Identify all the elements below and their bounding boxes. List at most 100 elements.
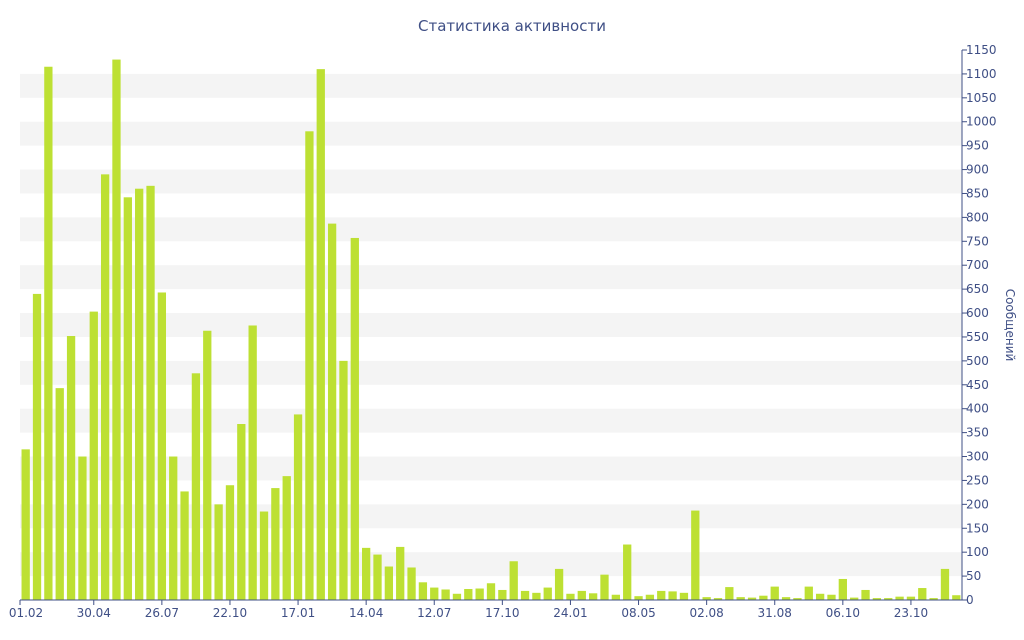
bar[interactable] — [577, 590, 586, 600]
bar[interactable] — [940, 568, 950, 600]
bar[interactable] — [770, 586, 779, 600]
bar[interactable] — [918, 588, 927, 600]
bar[interactable] — [407, 567, 416, 600]
bar[interactable] — [486, 583, 496, 600]
bar[interactable] — [418, 582, 428, 600]
bar[interactable] — [475, 588, 484, 600]
bar[interactable] — [396, 546, 405, 600]
y-tick-label: 950 — [966, 139, 989, 153]
bar[interactable] — [623, 544, 632, 600]
bar[interactable] — [271, 488, 280, 600]
bar[interactable] — [169, 456, 178, 600]
bar[interactable] — [146, 185, 155, 600]
bar[interactable] — [589, 593, 598, 600]
bar[interactable] — [520, 590, 530, 600]
bar[interactable] — [44, 66, 53, 601]
bar[interactable] — [645, 594, 655, 600]
bar[interactable] — [452, 593, 462, 600]
bar[interactable] — [838, 578, 847, 600]
y-axis-title: Сообщений — [1003, 289, 1017, 362]
bar[interactable] — [157, 292, 167, 600]
bar[interactable] — [929, 598, 938, 600]
y-tick-label: 450 — [966, 378, 989, 392]
y-tick-label: 750 — [966, 234, 989, 248]
bar[interactable] — [384, 566, 393, 600]
bar[interactable] — [657, 590, 666, 600]
bar[interactable] — [713, 598, 723, 600]
y-tick-label: 650 — [966, 282, 989, 296]
bar[interactable] — [861, 589, 870, 600]
bar[interactable] — [611, 594, 620, 600]
bar[interactable] — [804, 586, 813, 600]
bar[interactable] — [55, 388, 64, 600]
bar[interactable] — [21, 449, 30, 600]
grid-band — [20, 265, 962, 290]
bar[interactable] — [815, 593, 825, 600]
bar[interactable] — [884, 598, 893, 600]
bar[interactable] — [248, 325, 257, 600]
x-tick-label: 06.10 — [826, 606, 860, 620]
bar[interactable] — [566, 593, 575, 600]
bar[interactable] — [316, 69, 325, 600]
bar[interactable] — [362, 547, 371, 600]
y-tick-label: 500 — [966, 354, 989, 368]
y-tick-label: 200 — [966, 497, 989, 511]
bar[interactable] — [725, 587, 734, 600]
y-tick-label: 900 — [966, 163, 989, 177]
bar[interactable] — [509, 561, 518, 600]
bar[interactable] — [736, 597, 745, 600]
bar[interactable] — [679, 592, 689, 600]
bar[interactable] — [895, 596, 904, 600]
bar[interactable] — [952, 595, 961, 600]
bar[interactable] — [634, 596, 643, 600]
bar[interactable] — [827, 594, 836, 600]
bar[interactable] — [89, 311, 98, 600]
bar[interactable] — [600, 574, 609, 600]
bar[interactable] — [747, 597, 757, 600]
y-tick-label: 850 — [966, 186, 989, 200]
bar[interactable] — [498, 589, 507, 600]
bar[interactable] — [906, 596, 916, 600]
bar[interactable] — [702, 597, 711, 600]
bar[interactable] — [373, 554, 382, 600]
bar[interactable] — [259, 511, 269, 600]
bar[interactable] — [293, 414, 303, 600]
y-tick-label: 700 — [966, 258, 989, 272]
y-tick-label: 100 — [966, 545, 989, 559]
bar[interactable] — [872, 598, 882, 600]
x-tick-label: 30.04 — [77, 606, 111, 620]
bar[interactable] — [282, 476, 291, 600]
bar[interactable] — [214, 504, 223, 600]
bar[interactable] — [430, 587, 439, 600]
bar[interactable] — [850, 597, 859, 600]
bar[interactable] — [66, 336, 76, 600]
bar[interactable] — [793, 598, 802, 600]
bar[interactable] — [554, 568, 564, 600]
bar[interactable] — [781, 597, 791, 600]
bar[interactable] — [691, 510, 700, 600]
bar[interactable] — [112, 59, 121, 600]
bar[interactable] — [464, 589, 473, 600]
grid-band — [20, 217, 962, 242]
bar[interactable] — [305, 131, 314, 601]
bar[interactable] — [191, 373, 201, 600]
bar[interactable] — [543, 587, 552, 600]
bar[interactable] — [78, 456, 87, 600]
bar[interactable] — [32, 293, 42, 600]
bar[interactable] — [237, 424, 246, 600]
bar[interactable] — [327, 223, 337, 601]
y-tick-label: 300 — [966, 450, 989, 464]
bar[interactable] — [339, 360, 348, 600]
bar[interactable] — [135, 188, 144, 600]
bar[interactable] — [225, 485, 235, 600]
bar[interactable] — [759, 595, 768, 600]
bar[interactable] — [203, 330, 212, 600]
bar[interactable] — [100, 174, 110, 600]
bar[interactable] — [441, 589, 450, 600]
bar[interactable] — [532, 592, 541, 600]
bar[interactable] — [668, 591, 677, 600]
bar[interactable] — [123, 197, 132, 601]
bar[interactable] — [350, 237, 359, 600]
bar[interactable] — [180, 491, 189, 600]
